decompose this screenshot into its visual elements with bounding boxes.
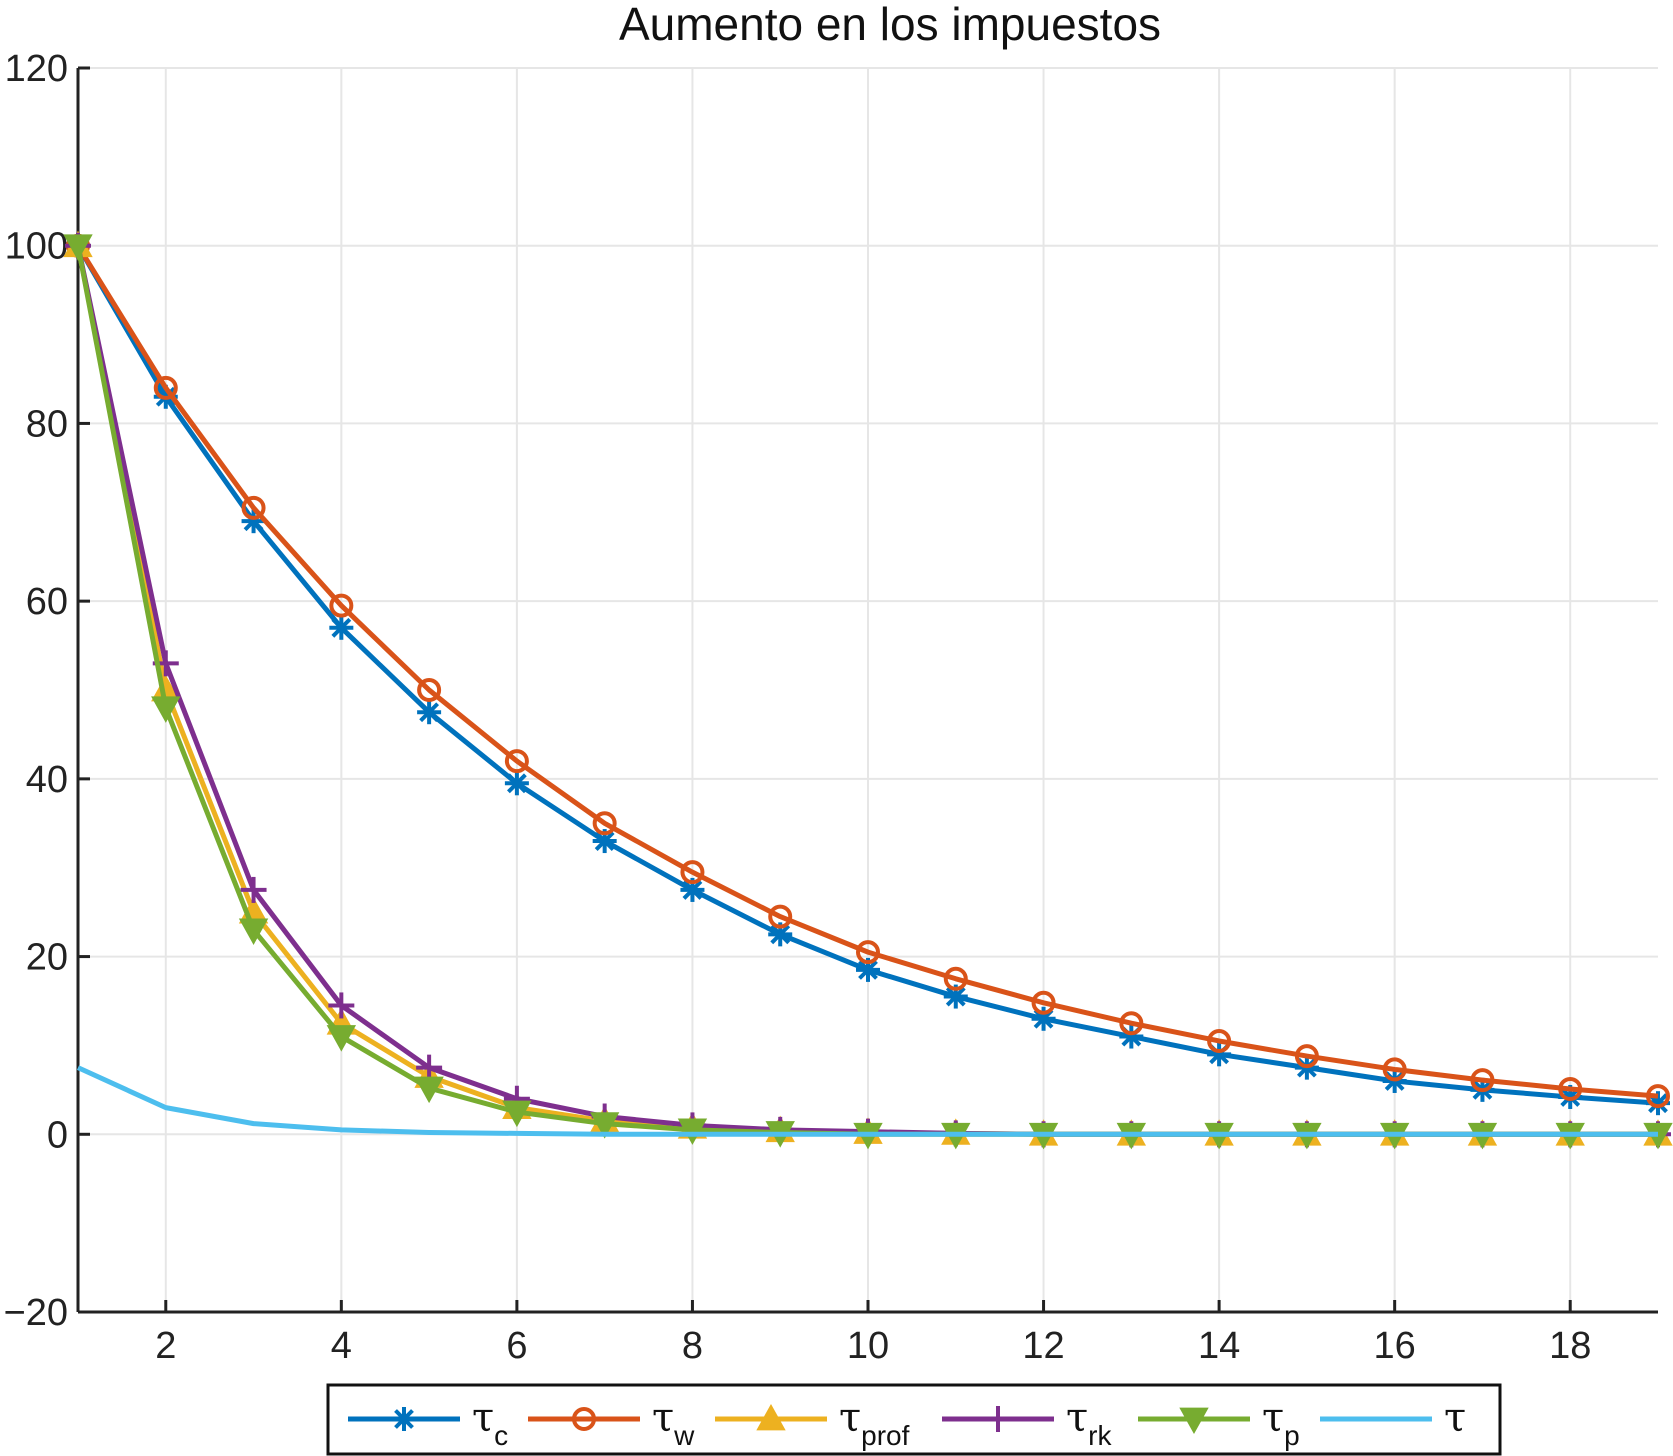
data-point — [414, 1076, 444, 1104]
data-point — [416, 1054, 443, 1081]
legend-subscript: prof — [861, 1420, 909, 1451]
legend-subscript: rk — [1088, 1420, 1112, 1451]
data-point — [768, 904, 793, 929]
legend-box — [326, 1383, 1502, 1456]
x-tick-label: 2 — [155, 1325, 176, 1367]
legend-label: τ — [1444, 1395, 1466, 1441]
legend-entry-tau: τ — [1320, 1395, 1466, 1441]
legend-marker — [572, 1407, 596, 1431]
data-point — [241, 495, 266, 520]
data-point — [63, 234, 93, 261]
y-tick-label: 20 — [26, 937, 68, 979]
legend-marker — [1179, 1407, 1209, 1435]
legend-marker — [392, 1407, 416, 1431]
data-point — [1207, 1028, 1232, 1053]
x-tick-label: 8 — [682, 1325, 703, 1367]
data-point — [680, 877, 705, 902]
data-point — [856, 940, 880, 965]
data-point — [328, 992, 355, 1019]
chart-title: Aumento en los impuestos — [619, 0, 1161, 50]
asterisk-stroke — [1648, 1093, 1668, 1114]
x-tick-label: 12 — [1022, 1325, 1064, 1367]
y-tick-label: 100 — [5, 226, 68, 268]
x-tick-label: 14 — [1198, 1325, 1240, 1367]
y-tick-label: −20 — [4, 1292, 68, 1334]
series-lines — [63, 230, 1673, 1150]
y-tick-label: 80 — [26, 403, 68, 445]
y-tick-label: 60 — [26, 581, 68, 623]
legend-marker — [756, 1403, 786, 1431]
data-point — [238, 918, 269, 945]
x-tick-label: 4 — [331, 1325, 352, 1367]
series-tau — [76, 1065, 1658, 1137]
x-tick-label: 6 — [506, 1325, 527, 1367]
legend-subscript: c — [494, 1420, 508, 1451]
data-point — [1382, 1057, 1407, 1082]
data-point — [1031, 990, 1056, 1015]
data-point — [240, 876, 267, 903]
series-line-tau — [76, 1065, 1658, 1137]
y-tick-label: 120 — [5, 48, 68, 90]
legend-marker — [985, 1406, 1011, 1432]
data-point — [153, 375, 178, 400]
grid-lines — [78, 67, 1658, 1313]
data-point — [504, 749, 529, 774]
x-tick-label: 16 — [1374, 1325, 1416, 1367]
x-tick-label: 10 — [847, 1325, 889, 1367]
asterisk-stroke — [419, 702, 440, 723]
data-point — [1558, 1076, 1583, 1101]
asterisk-stroke — [945, 986, 966, 1007]
y-tick-label: 40 — [26, 759, 68, 801]
data-point — [417, 678, 442, 702]
series-line-w — [75, 244, 1659, 1099]
data-point — [680, 860, 705, 885]
data-point — [589, 1112, 620, 1139]
axes: 2 4 6 8 10 12 14 16 18 −20 0 20 40 60 80 100 120 — [4, 48, 1658, 1367]
data-point — [1646, 1084, 1670, 1109]
asterisk-stroke — [682, 880, 703, 900]
x-tick-label: 18 — [1549, 1325, 1591, 1367]
data-point — [329, 593, 354, 618]
legend-subscript: w — [673, 1420, 695, 1451]
series-w — [66, 233, 1670, 1109]
data-point — [1294, 1044, 1319, 1069]
data-point — [1470, 1068, 1495, 1093]
data-point — [502, 1100, 532, 1128]
asterisk-stroke — [506, 773, 527, 794]
data-point — [943, 966, 968, 991]
data-point — [504, 771, 529, 796]
asterisk-stroke — [394, 1409, 414, 1429]
data-point — [151, 696, 181, 723]
legend-subscript: p — [1284, 1420, 1300, 1451]
asterisk-stroke — [770, 924, 791, 945]
data-point — [417, 700, 442, 725]
data-point — [326, 1025, 357, 1052]
asterisk-stroke — [594, 831, 615, 851]
data-point — [329, 615, 354, 640]
asterisk-stroke — [858, 960, 878, 980]
data-point — [592, 811, 617, 836]
asterisk-stroke — [331, 617, 352, 638]
data-point — [677, 1118, 708, 1145]
y-tick-label: 0 — [47, 1114, 68, 1156]
data-point — [768, 922, 793, 947]
data-point — [1119, 1011, 1144, 1036]
legend: τc τw τprof τrk τp τ — [326, 1383, 1502, 1456]
